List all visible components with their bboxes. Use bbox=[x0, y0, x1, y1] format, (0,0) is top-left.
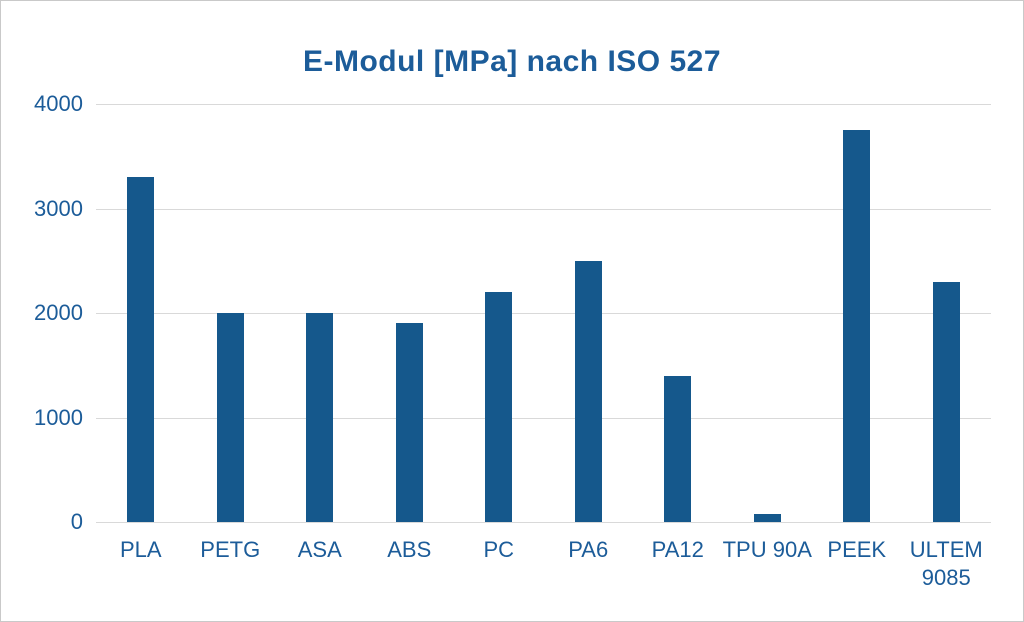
gridline-0 bbox=[96, 522, 991, 523]
gridline-3000 bbox=[96, 208, 991, 210]
gridline-1000 bbox=[96, 417, 991, 419]
y-tick-label-3000: 3000 bbox=[34, 195, 83, 221]
chart-title: E-Modul [MPa] nach ISO 527 bbox=[302, 45, 722, 78]
y-tick-label-1000: 1000 bbox=[34, 404, 83, 430]
x-axis: PLA PETG ASA ABS PC PA6 PA12 TPU 90A PEEK ULTEM 9… bbox=[96, 536, 991, 606]
plot-area bbox=[96, 104, 991, 523]
x-tick-label-TPU-90A: TPU 90A bbox=[722, 537, 812, 562]
x-tick-label-PA6: PA6 bbox=[568, 537, 609, 562]
y-tick-label-2000: 2000 bbox=[34, 300, 83, 325]
y-tick-label-0: 0 bbox=[70, 509, 83, 534]
x-tick-label-PEEK: PEEK bbox=[827, 537, 887, 562]
gridline-2000 bbox=[96, 313, 991, 314]
bar-PETG bbox=[216, 313, 244, 522]
x-tick-label-ULTEM-9085: ULTEM 9085 bbox=[909, 537, 983, 590]
x-tick-label-PA12: PA12 bbox=[651, 537, 704, 562]
x-tick-label-PLA: PLA bbox=[119, 537, 162, 562]
bar-PC bbox=[485, 292, 513, 522]
bar-TPU-90A bbox=[753, 513, 781, 522]
x-tick-label-ABS: ABS bbox=[387, 537, 432, 562]
x-tick-label-PC: PC bbox=[483, 537, 515, 562]
gridline-4000 bbox=[96, 104, 991, 105]
bar-PA12 bbox=[664, 375, 692, 522]
x-tick-label-PETG: PETG bbox=[200, 537, 261, 562]
bar-PEEK bbox=[843, 130, 871, 522]
x-tick-label-ASA: ASA bbox=[297, 537, 342, 562]
bar-PA6 bbox=[574, 260, 602, 522]
bar-ULTEM-9085 bbox=[932, 281, 960, 522]
y-tick-label-4000: 4000 bbox=[34, 91, 83, 116]
bar-ABS bbox=[395, 323, 423, 522]
bar-ASA bbox=[306, 313, 334, 522]
bar-PLA bbox=[127, 177, 155, 522]
